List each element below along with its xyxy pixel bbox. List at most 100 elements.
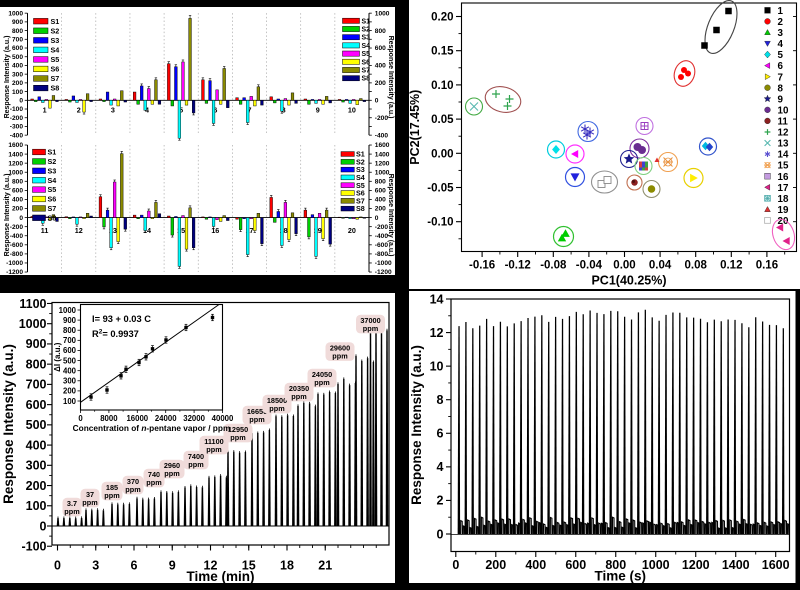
svg-text:1600: 1600 xyxy=(8,142,23,149)
svg-text:-1200: -1200 xyxy=(6,269,23,275)
svg-text:S4: S4 xyxy=(51,45,60,54)
svg-text:-200: -200 xyxy=(10,115,24,122)
svg-text:S1: S1 xyxy=(362,18,371,25)
svg-text:7: 7 xyxy=(778,72,784,83)
svg-text:0.08: 0.08 xyxy=(685,260,708,272)
svg-text:S6: S6 xyxy=(356,189,365,198)
svg-text:10: 10 xyxy=(348,106,356,115)
svg-text:18: 18 xyxy=(778,194,789,205)
svg-text:ppm: ppm xyxy=(82,498,98,507)
svg-text:ppm: ppm xyxy=(332,351,348,360)
svg-text:-400: -400 xyxy=(10,233,24,240)
svg-text:0.15: 0.15 xyxy=(431,46,454,58)
svg-text:S6: S6 xyxy=(51,65,60,74)
svg-text:Response Intensity (a.u.): Response Intensity (a.u.) xyxy=(387,36,394,119)
svg-text:12: 12 xyxy=(778,128,789,139)
svg-text:12: 12 xyxy=(204,559,218,573)
svg-text:S2: S2 xyxy=(48,157,57,166)
svg-text:100: 100 xyxy=(12,89,23,96)
svg-text:-0.05: -0.05 xyxy=(427,183,454,195)
svg-text:0: 0 xyxy=(375,98,379,105)
svg-text:200: 200 xyxy=(12,80,23,87)
svg-text:5: 5 xyxy=(179,106,183,115)
svg-text:15: 15 xyxy=(242,559,256,573)
svg-text:0.16: 0.16 xyxy=(756,260,778,272)
svg-text:-800: -800 xyxy=(375,251,389,258)
svg-text:5: 5 xyxy=(778,50,784,61)
svg-text:1200: 1200 xyxy=(8,160,23,167)
svg-text:R2= 0.9937: R2= 0.9937 xyxy=(92,329,139,340)
svg-text:400: 400 xyxy=(375,63,386,70)
svg-text:ppm: ppm xyxy=(269,404,285,413)
svg-text:100: 100 xyxy=(26,499,47,513)
svg-text:-600: -600 xyxy=(375,242,389,249)
svg-text:3.7: 3.7 xyxy=(67,499,77,508)
svg-text:24000: 24000 xyxy=(155,414,177,423)
svg-text:900: 900 xyxy=(63,316,77,325)
svg-text:ppm: ppm xyxy=(164,469,180,478)
svg-text:0.05: 0.05 xyxy=(431,114,454,126)
svg-text:9: 9 xyxy=(778,94,784,105)
svg-text:400: 400 xyxy=(26,438,47,452)
svg-text:S8: S8 xyxy=(362,76,371,83)
svg-text:400: 400 xyxy=(375,197,386,204)
svg-text:S1: S1 xyxy=(356,150,365,159)
svg-text:700: 700 xyxy=(26,378,47,392)
svg-text:S3: S3 xyxy=(356,165,365,174)
svg-text:12: 12 xyxy=(75,226,83,235)
svg-text:-800: -800 xyxy=(10,251,24,258)
svg-text:S6: S6 xyxy=(48,195,57,204)
svg-text:ppm: ppm xyxy=(291,392,307,401)
svg-text:PC2(17.45%): PC2(17.45%) xyxy=(409,90,422,165)
svg-text:1400: 1400 xyxy=(8,151,23,158)
svg-text:10: 10 xyxy=(430,359,444,373)
svg-text:400: 400 xyxy=(12,63,23,70)
svg-text:800: 800 xyxy=(26,357,47,371)
svg-text:ppm: ppm xyxy=(363,324,379,333)
svg-text:19: 19 xyxy=(778,205,789,216)
svg-text:9: 9 xyxy=(316,106,320,115)
svg-text:-400: -400 xyxy=(375,132,389,139)
svg-text:0: 0 xyxy=(78,414,83,423)
svg-text:1: 1 xyxy=(778,6,784,17)
svg-text:2960: 2960 xyxy=(164,461,180,470)
svg-text:3: 3 xyxy=(111,106,115,115)
svg-text:29600: 29600 xyxy=(330,343,350,352)
svg-text:S7: S7 xyxy=(362,67,371,74)
svg-text:S1: S1 xyxy=(51,17,60,26)
svg-text:-0.10: -0.10 xyxy=(427,217,453,229)
svg-text:20350: 20350 xyxy=(289,384,309,393)
svg-text:14: 14 xyxy=(143,226,151,235)
svg-text:-200: -200 xyxy=(10,224,24,231)
svg-text:14: 14 xyxy=(430,292,444,306)
svg-text:11: 11 xyxy=(41,226,49,235)
svg-text:ppm: ppm xyxy=(249,415,265,424)
svg-text:-0.08: -0.08 xyxy=(540,260,567,272)
svg-text:0.10: 0.10 xyxy=(431,80,453,92)
svg-text:20: 20 xyxy=(348,226,356,235)
svg-text:0: 0 xyxy=(54,559,61,573)
svg-text:ppm: ppm xyxy=(104,491,120,500)
svg-text:740: 740 xyxy=(148,470,160,479)
svg-text:20: 20 xyxy=(778,216,789,227)
svg-text:S6: S6 xyxy=(362,59,371,66)
svg-text:600: 600 xyxy=(12,188,23,195)
svg-text:13: 13 xyxy=(778,139,789,150)
svg-text:1000: 1000 xyxy=(8,10,23,17)
svg-text:S4: S4 xyxy=(48,176,57,185)
svg-text:0: 0 xyxy=(437,527,444,541)
svg-text:ppm: ppm xyxy=(146,478,162,487)
svg-text:2: 2 xyxy=(437,494,444,508)
svg-text:ppm: ppm xyxy=(314,378,330,387)
svg-text:300: 300 xyxy=(12,71,23,78)
svg-text:16: 16 xyxy=(778,172,789,183)
svg-text:32000: 32000 xyxy=(183,414,205,423)
svg-text:1200: 1200 xyxy=(375,160,390,167)
svg-text:18: 18 xyxy=(280,559,294,573)
svg-text:16: 16 xyxy=(211,226,219,235)
svg-text:Concentration of n-pentane vap: Concentration of n-pentane vapor / ppm xyxy=(73,423,231,433)
svg-text:19: 19 xyxy=(314,226,322,235)
svg-text:S8: S8 xyxy=(48,213,57,222)
svg-text:ppm: ppm xyxy=(125,485,141,494)
svg-text:S2: S2 xyxy=(51,26,60,35)
